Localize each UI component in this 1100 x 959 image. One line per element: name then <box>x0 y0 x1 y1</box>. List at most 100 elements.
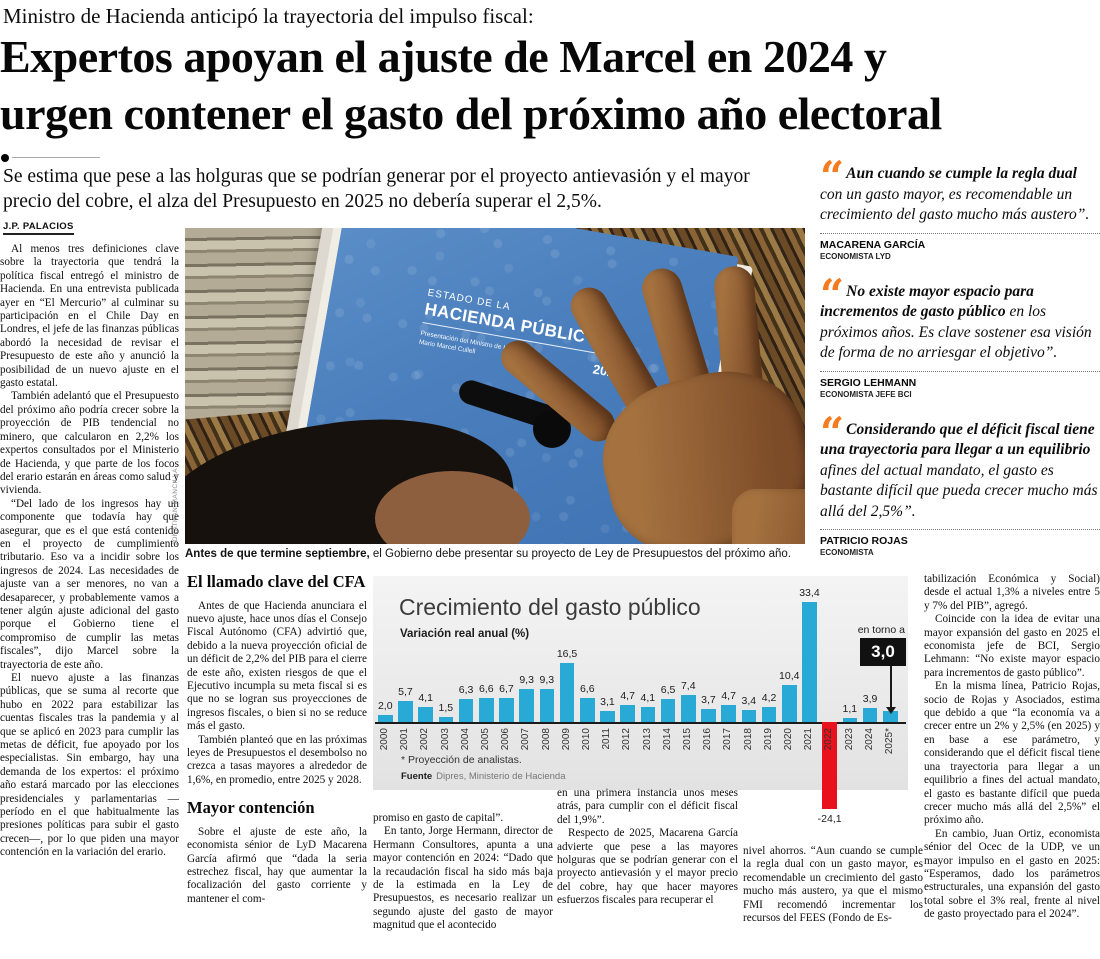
quote-emphasis: Considerando que el déficit fiscal tiene… <box>820 420 1095 459</box>
photo-credit: JONATHAN MANCILLA <box>172 468 179 546</box>
article-paragraph: Antes de que Hacienda anunciara el nuevo… <box>187 599 367 733</box>
caption-lead: Antes de que termine septiembre, <box>185 548 370 560</box>
article-paragraph: “Del lado de los ingresos hay un compone… <box>0 497 179 671</box>
chart-value-label: 6,7 <box>499 682 514 695</box>
subheadline: Se estima que pese a las holguras que se… <box>3 166 750 212</box>
chart-year-label: 2010 <box>581 728 592 751</box>
chart-value-label: 3,4 <box>741 694 757 707</box>
subsection-heading: Mayor contención <box>187 798 315 818</box>
article-paragraph: El nuevo ajuste a las finanzas públicas,… <box>0 672 179 859</box>
chart-bar <box>600 710 615 722</box>
chart-bar <box>761 706 777 722</box>
chart-value-label: 6,6 <box>478 683 494 696</box>
chart-bar <box>559 662 575 722</box>
chart-year-label: 2011 <box>601 728 613 750</box>
chart-value-label: 6,5 <box>660 683 676 696</box>
chart-year-label: 2025* <box>884 728 895 755</box>
chart-value-label: 5,7 <box>398 686 413 699</box>
chart-bar <box>721 705 736 722</box>
chart-value-label: 4,7 <box>620 690 635 703</box>
pull-quote: “Considerando que el déficit fiscal tien… <box>820 411 1100 557</box>
chart-bar <box>458 699 474 722</box>
quote-author-role: ECONOMISTA LYD <box>820 251 891 261</box>
chart-value-label: 9,3 <box>519 673 534 686</box>
chart-bar <box>842 718 858 722</box>
wrist <box>732 489 805 544</box>
quote-author: SERGIO LEHMANN <box>820 376 917 389</box>
chart-year-label: 2012 <box>621 728 633 751</box>
article-paragraph: tabilización Económica y Social) desde e… <box>924 573 1100 612</box>
chart-bar <box>782 684 797 722</box>
chart-year-label: 2019 <box>762 728 774 751</box>
article-paragraph: Al menos tres definiciones clave sobre l… <box>0 243 179 390</box>
chart-value-label: 6,3 <box>458 684 474 697</box>
section-divider <box>1 153 111 162</box>
chart-bar <box>883 711 898 722</box>
article-column-3: promiso en gasto de capital”. En tanto, J… <box>373 812 553 933</box>
chart-value-label: 1,5 <box>438 701 454 714</box>
chart-year-label: 2018 <box>742 728 754 751</box>
chart-year-label: 2013 <box>641 728 653 751</box>
kicker: Ministro de Hacienda anticipó la trayect… <box>3 4 534 28</box>
quote-author: PATRICIO ROJAS <box>820 535 908 547</box>
hand-shape <box>494 263 805 544</box>
chart-bar <box>802 601 817 722</box>
article-paragraph: nivel ahorros. “Aun cuando se cumple la … <box>743 845 923 925</box>
chart-value-label: 1,1 <box>842 703 858 716</box>
pull-quote: “Aun cuando se cumple la regla dual con … <box>820 156 1100 261</box>
subsection-heading: El llamado clave del CFA <box>187 572 366 591</box>
chart-bar <box>378 714 393 722</box>
chart-bar <box>438 716 454 722</box>
chart-year-label: 2005 <box>480 728 491 751</box>
chart-bar <box>862 707 878 722</box>
article-paragraph: promiso en gasto de capital”. <box>373 812 504 824</box>
chart-source-label: Fuente <box>401 771 433 782</box>
headline-line2: urgen contener el gasto del próximo año … <box>0 88 942 139</box>
chart-bar <box>580 698 595 722</box>
arrow-head-icon <box>886 707 896 714</box>
chart-value-label: 4,7 <box>721 690 736 703</box>
article-column-2: El llamado clave del CFA Antes de que Ha… <box>187 573 367 906</box>
chart-bar <box>701 708 716 722</box>
chart-bar <box>418 707 433 722</box>
article-column-6: tabilización Económica y Social) desde e… <box>924 573 1100 922</box>
chart-bar <box>620 705 635 722</box>
person-face <box>375 471 530 544</box>
pull-quotes: “Aun cuando se cumple la regla dual con … <box>820 156 1100 578</box>
chart-subtitle: Variación real anual (%) <box>400 628 530 640</box>
article-paragraph: También planteó que en las próximas leye… <box>187 733 367 786</box>
article-column-1: Al menos tres definiciones clave sobre l… <box>0 243 179 860</box>
quote-author: MACARENA GARCÍA <box>820 238 926 251</box>
article-paragraph: Coincide con la idea de evitar una mayor… <box>924 613 1100 679</box>
chart-annotation-prefix: en torno a <box>857 624 905 636</box>
chart-year-label: 2023 <box>843 728 855 751</box>
chart-annotation-badge: 3,0 <box>860 638 906 666</box>
headline: Expertos apoyan el ajuste de Marcel en 2… <box>0 28 1100 142</box>
quote-author-role: ECONOMISTA JEFE BCI <box>820 389 912 399</box>
chart-value-label: 33,4 <box>799 586 820 599</box>
quote-emphasis: Aun cuando se cumple la regla dual <box>846 165 1077 182</box>
chart-year-label: 2009 <box>560 728 572 751</box>
article-column-4: en una primera instancia unos meses atrá… <box>557 787 738 908</box>
chart-bar <box>479 698 494 722</box>
photo-caption: Antes de que termine septiembre, el Gobi… <box>185 548 807 560</box>
chart-bar <box>660 698 676 722</box>
chart-value-label: 10,4 <box>779 669 800 682</box>
chart-source: Fuente Dipres, Ministerio de Hacienda <box>401 771 566 782</box>
chart-value-label: 16,5 <box>556 647 578 660</box>
chart-value-label: 7,4 <box>680 680 696 693</box>
quote-emphasis: No existe mayor espacio para incrementos… <box>820 282 1034 321</box>
chart-title: Crecimiento del gasto público <box>399 594 701 620</box>
chart-bar <box>741 709 757 722</box>
chart-value-label: 3,1 <box>600 695 615 708</box>
article-photo: ESTADO DE LA HACIENDA PÚBLIC Presentació… <box>185 228 805 544</box>
chart-year-label: 2022 <box>823 728 835 751</box>
chart-value-label: 4,2 <box>761 691 777 704</box>
article-paragraph: También adelantó que el Presupuesto del … <box>0 390 179 497</box>
arrow-down-icon <box>890 666 892 707</box>
quote-separator <box>820 232 1100 234</box>
article-paragraph: en una primera instancia unos meses atrá… <box>557 787 738 826</box>
article-paragraph: En cambio, Juan Ortiz, economista sénior… <box>924 827 1100 921</box>
chart-value-label: 9,3 <box>539 673 555 686</box>
chart-year-label: 2002 <box>419 728 431 751</box>
